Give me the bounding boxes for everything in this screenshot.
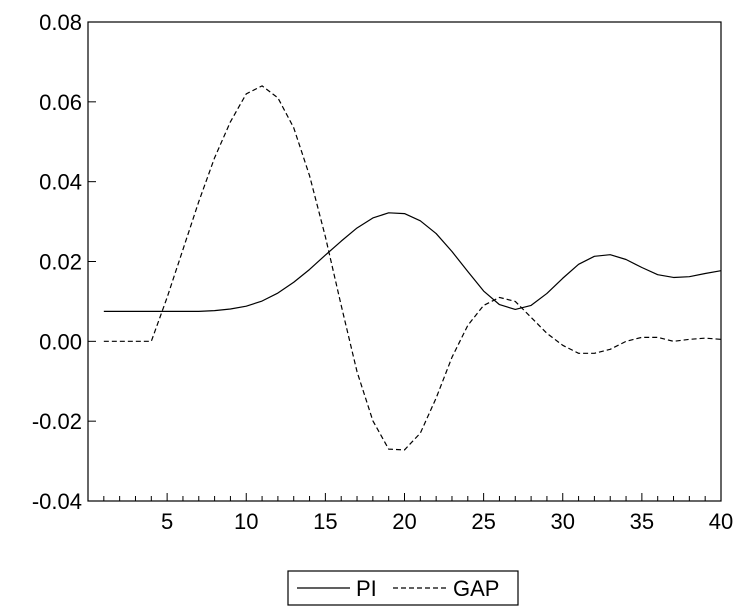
y-tick-label: 0.08 [39, 10, 82, 35]
plot-area-frame [87, 21, 722, 502]
y-tick-label: 0.04 [39, 170, 82, 195]
axis-tick-labels: 5 10 15 20 25 30 35 40 -0.04 -0.02 0.00 0.02 0.04 0.0… [32, 10, 733, 534]
x-tick-label: 35 [630, 509, 654, 534]
y-tick-label: 0.02 [39, 250, 82, 275]
y-tick-label: 0.00 [39, 329, 82, 354]
legend-label-gap: GAP [453, 576, 499, 601]
x-tick-label: 15 [313, 509, 337, 534]
legend-label-pi: PI [356, 576, 377, 601]
series-lines [103, 85, 722, 451]
legend: PI GAP [287, 570, 519, 606]
y-tick-label: -0.02 [32, 409, 82, 434]
x-tick-label: 25 [471, 509, 495, 534]
axis-ticks [88, 21, 722, 502]
x-tick-label: 10 [234, 509, 258, 534]
x-tick-label: 20 [392, 509, 416, 534]
y-tick-label: 0.06 [39, 90, 82, 115]
series-line-gap [103, 85, 722, 451]
x-tick-label: 30 [551, 509, 575, 534]
y-tick-label: -0.04 [32, 489, 82, 514]
series-line-pi [103, 212, 722, 312]
x-tick-label: 5 [161, 509, 173, 534]
x-tick-label: 40 [709, 509, 733, 534]
